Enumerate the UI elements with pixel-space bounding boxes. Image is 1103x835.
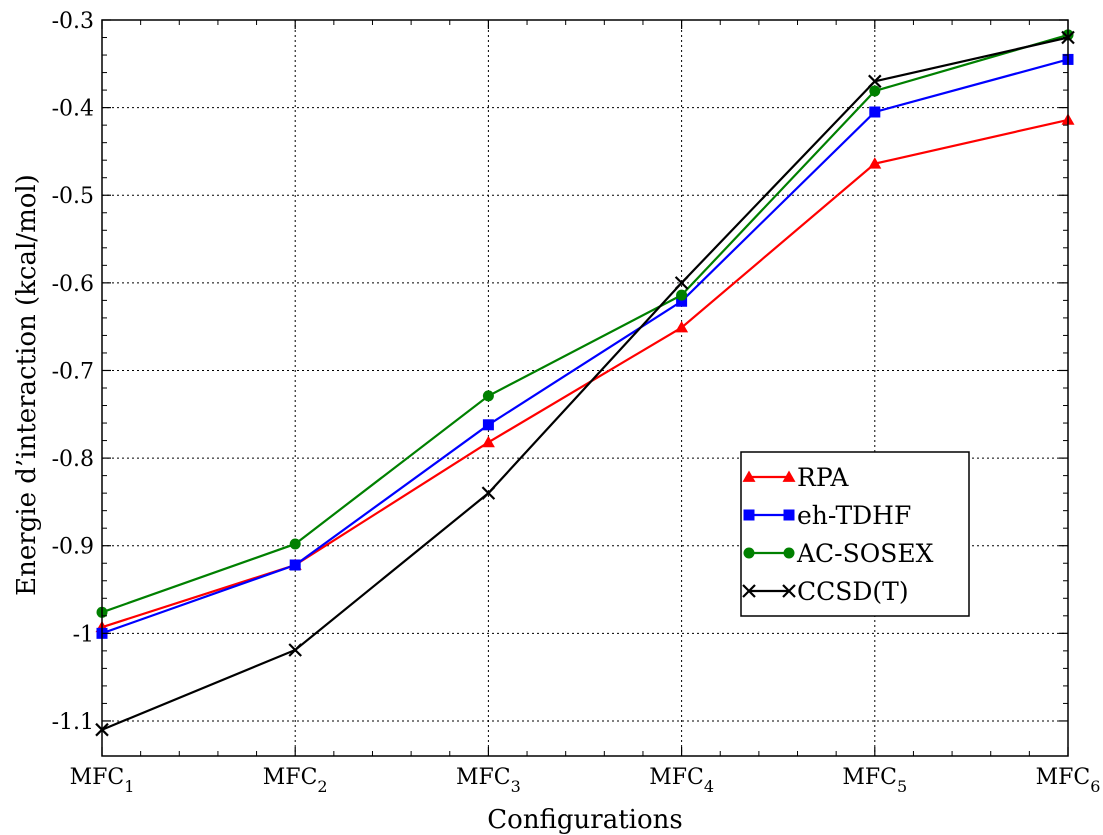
legend-box <box>740 451 970 617</box>
data-point-eh-tdhf <box>482 419 494 431</box>
data-point-ac-sosex <box>289 538 301 550</box>
legend-marker <box>783 547 795 559</box>
legend-label: RPA <box>797 463 849 492</box>
legend-label: CCSD(T) <box>797 577 909 606</box>
series-lines <box>95 29 1075 737</box>
legend-marker <box>782 584 796 598</box>
legend-entry-ccsd-t: CCSD(T) <box>742 577 909 606</box>
y-tick-label: -0.4 <box>52 97 94 122</box>
legend-marker <box>782 470 796 482</box>
legend-marker <box>742 470 756 482</box>
y-tick-label: -0.3 <box>52 9 94 34</box>
series-line-ac-sosex <box>101 33 1069 614</box>
y-tick-label: -0.5 <box>52 184 94 209</box>
data-point-eh-tdhf <box>676 295 688 307</box>
axes <box>101 19 1069 757</box>
cross-stroke <box>288 643 302 657</box>
y-tick-label: -0.8 <box>52 447 94 472</box>
data-point-ccsd-t <box>288 643 302 657</box>
plot-frame <box>101 19 1069 757</box>
series-line-eh-tdhf <box>101 58 1069 635</box>
cross-stroke <box>782 584 796 598</box>
data-point-rpa <box>481 435 495 448</box>
legend-marker <box>742 584 756 598</box>
series-ac-sosex <box>96 29 1074 618</box>
cross-stroke <box>674 276 689 290</box>
cross-stroke <box>481 486 496 500</box>
data-point-ccsd-t <box>674 276 689 290</box>
y-tick-label: -0.9 <box>52 535 94 560</box>
data-point-ac-sosex <box>482 390 494 402</box>
tick-labels: -1.1 -1 -0.9 -0.8 -0.7 -0.6 -0.5 -0.4 -0.3 MFC1 MF… <box>52 9 1101 796</box>
series-line-ccsd-t <box>101 36 1069 731</box>
legend: RPA eh-TDHF AC-SOSEX CCSD(T) <box>740 451 970 617</box>
data-point-ac-sosex <box>676 289 688 301</box>
series-ccsd-t <box>95 30 1075 737</box>
x-tick-label: MFC2 <box>263 765 328 796</box>
x-tick-label: MFC6 <box>1036 765 1101 796</box>
legend-entry-rpa: RPA <box>742 463 849 492</box>
legend-entry-ac-sosex: AC-SOSEX <box>743 539 934 568</box>
data-point-rpa <box>675 321 689 333</box>
data-point-rpa <box>868 157 882 169</box>
data-point-eh-tdhf <box>289 559 301 571</box>
data-point-eh-tdhf <box>869 106 881 118</box>
y-tick-label: -0.7 <box>52 359 94 384</box>
legend-label: eh-TDHF <box>797 501 911 530</box>
x-tick-label: MFC4 <box>649 765 714 796</box>
y-tick-label: -1.1 <box>52 710 94 735</box>
data-point-ccsd-t <box>868 74 882 89</box>
legend-entry-eh-tdhf: eh-TDHF <box>743 501 911 530</box>
y-tick-label: -1 <box>73 622 94 647</box>
x-tick-label: MFC3 <box>456 765 521 796</box>
cross-stroke <box>868 74 882 89</box>
legend-marker <box>783 509 795 521</box>
y-tick-label: -0.6 <box>52 272 94 297</box>
x-tick-label: MFC1 <box>70 765 135 796</box>
x-tick-label: MFC5 <box>842 765 907 796</box>
legend-marker <box>743 547 755 559</box>
cross-stroke <box>742 584 756 598</box>
y-axis-label: Energie d’interaction (kcal/mol) <box>12 174 42 596</box>
legend-marker <box>743 509 755 521</box>
data-point-ac-sosex <box>869 85 881 97</box>
x-axis-label: Configurations <box>487 805 682 835</box>
data-point-ccsd-t <box>481 486 496 500</box>
legend-label: AC-SOSEX <box>796 539 934 568</box>
